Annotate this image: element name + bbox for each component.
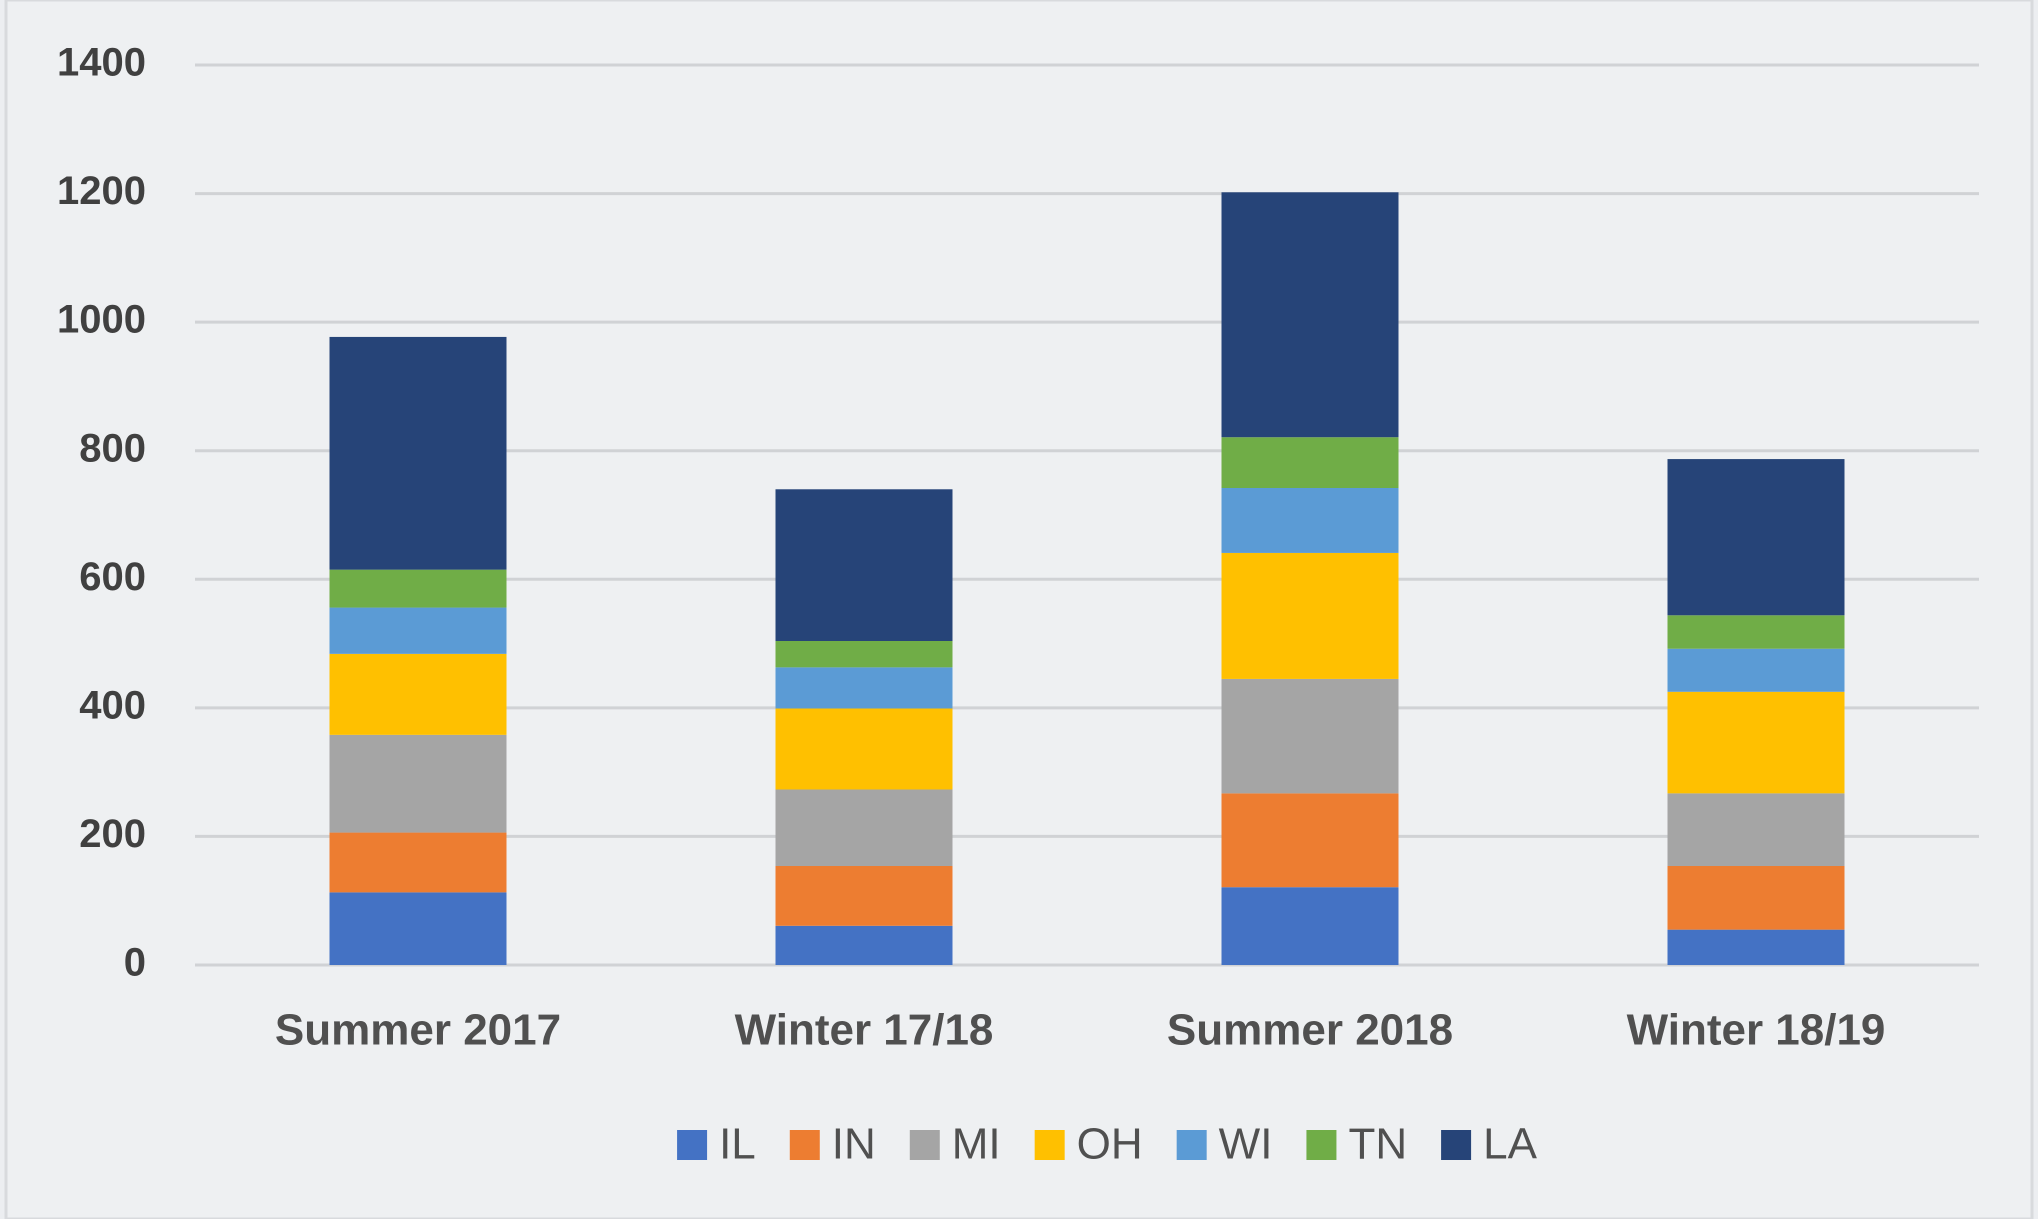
- y-tick-label: 400: [79, 683, 146, 727]
- legend-label: OH: [1077, 1120, 1143, 1169]
- legend-label: LA: [1483, 1120, 1537, 1169]
- bar-segment: [775, 789, 953, 866]
- bar-segment: [329, 336, 507, 570]
- legend-swatch: [1176, 1130, 1207, 1160]
- bar-segment: [775, 708, 953, 790]
- legend-swatch: [677, 1130, 708, 1160]
- bar-segment: [1221, 437, 1399, 488]
- bar-segment: [1667, 615, 1845, 649]
- bar-segment: [1667, 866, 1845, 930]
- bar-segment: [1667, 691, 1845, 794]
- bar-segment: [1667, 793, 1845, 866]
- y-tick-label: 600: [79, 555, 146, 599]
- x-tick-label: Winter 18/19: [1627, 1006, 1886, 1055]
- bar-segment: [775, 866, 953, 926]
- legend-label: WI: [1219, 1120, 1273, 1169]
- bar-segment: [1221, 552, 1399, 679]
- legend-label: IN: [832, 1120, 876, 1169]
- bar-segment: [329, 607, 507, 654]
- y-tick-label: 1000: [57, 298, 146, 342]
- bar-segment: [1221, 887, 1399, 965]
- y-tick-label: 800: [79, 426, 146, 470]
- legend-label: MI: [952, 1120, 1001, 1169]
- bar-segment: [329, 892, 507, 965]
- bar-segment: [1221, 793, 1399, 888]
- legend-swatch: [909, 1130, 940, 1160]
- legend-swatch: [1034, 1130, 1065, 1160]
- legend-label: IL: [719, 1120, 756, 1169]
- y-tick-label: 200: [79, 812, 146, 856]
- bar-segment: [775, 667, 953, 709]
- bar-segment: [329, 832, 507, 893]
- x-tick-label: Winter 17/18: [735, 1006, 994, 1055]
- bar-segment: [329, 569, 507, 608]
- bar-segment: [329, 653, 507, 735]
- legend-swatch: [1441, 1130, 1472, 1160]
- y-tick-label: 1400: [57, 41, 146, 85]
- legend-swatch: [1306, 1130, 1337, 1160]
- x-tick-label: Summer 2017: [275, 1006, 561, 1055]
- bar-segment: [775, 641, 953, 668]
- bar-segment: [1667, 459, 1845, 616]
- bar-segment: [329, 734, 507, 833]
- bar-segment: [1221, 678, 1399, 794]
- bar-segment: [775, 489, 953, 641]
- y-tick-label: 0: [124, 941, 146, 985]
- bar-segment: [1667, 648, 1845, 692]
- bar-segment: [775, 925, 953, 965]
- y-tick-label: 1200: [57, 169, 146, 213]
- legend-swatch: [789, 1130, 820, 1160]
- x-tick-label: Summer 2018: [1167, 1006, 1453, 1055]
- bar-segment: [1221, 192, 1399, 438]
- bar-segment: [1667, 929, 1845, 965]
- legend-label: TN: [1348, 1120, 1407, 1169]
- bar-segment: [1221, 488, 1399, 553]
